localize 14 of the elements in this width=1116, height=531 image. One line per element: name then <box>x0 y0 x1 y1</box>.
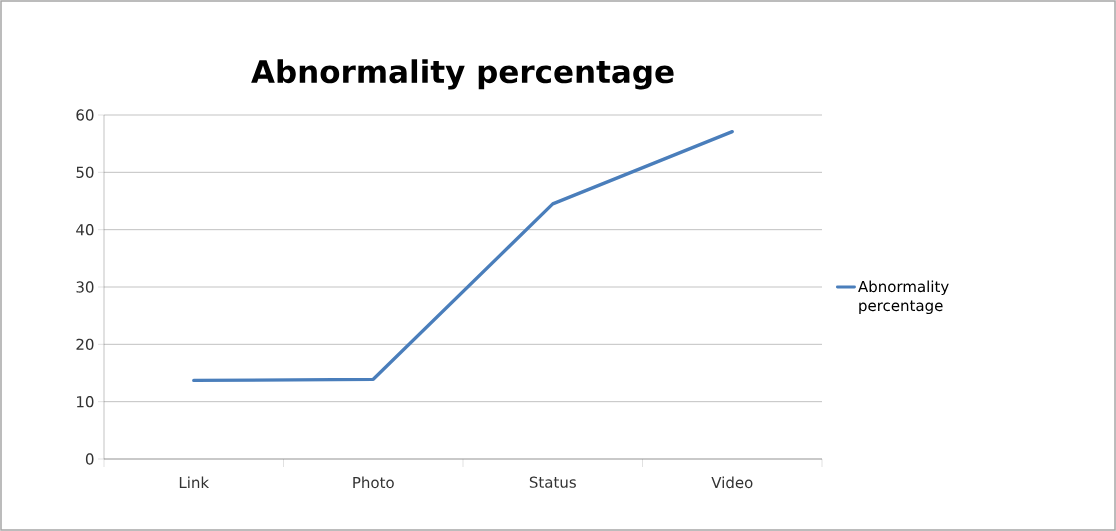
y-tick-label: 0 <box>85 453 94 465</box>
line-series <box>192 129 734 383</box>
y-tick-label: 20 <box>76 338 94 351</box>
y-tick-label: 40 <box>76 223 94 236</box>
x-tick-label: Status <box>529 476 576 488</box>
x-tick-label: Link <box>179 476 210 488</box>
chart-title: Abnormality percentage <box>251 59 674 90</box>
y-tick-label: 60 <box>76 109 94 121</box>
x-tick-label: Photo <box>353 476 394 489</box>
y-tick-label: 50 <box>76 166 94 179</box>
x-tick-label: Video <box>711 476 753 489</box>
y-tick-label: 10 <box>77 395 94 408</box>
legend-label: Abnormality percentage <box>858 280 949 315</box>
y-tick-label: 30 <box>76 281 94 293</box>
